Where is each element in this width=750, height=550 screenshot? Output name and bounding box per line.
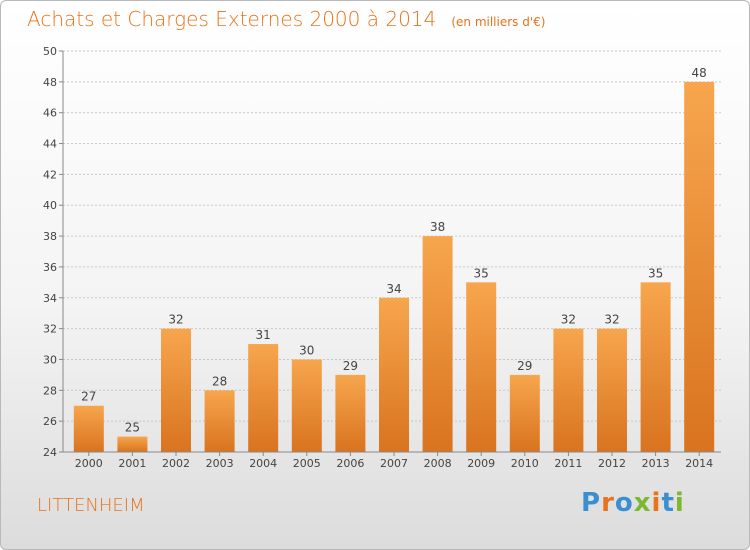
y-tick-label: 30 bbox=[43, 353, 57, 366]
logo-letter: P bbox=[581, 488, 602, 518]
bar-2013 bbox=[640, 282, 671, 452]
logo-letter: i bbox=[651, 488, 662, 518]
data-label-2000: 27 bbox=[81, 390, 96, 404]
x-tick-label: 2003 bbox=[206, 457, 234, 470]
logo-letter: t bbox=[661, 488, 675, 518]
data-label-2003: 28 bbox=[212, 374, 227, 388]
data-label-2009: 35 bbox=[474, 266, 489, 280]
data-label-2011: 32 bbox=[561, 313, 576, 327]
x-tick-label: 2006 bbox=[336, 457, 364, 470]
x-tick-label: 2011 bbox=[554, 457, 582, 470]
bar-2011 bbox=[553, 328, 584, 452]
x-tick-label: 2002 bbox=[162, 457, 190, 470]
y-tick-label: 44 bbox=[43, 138, 57, 151]
x-tick-label: 2009 bbox=[467, 457, 495, 470]
bars bbox=[73, 81, 715, 452]
bar-2009 bbox=[466, 282, 497, 452]
bar-2010 bbox=[509, 374, 540, 452]
logo-letter: o bbox=[614, 488, 634, 518]
logo-letter: x bbox=[633, 488, 652, 518]
bar-2006 bbox=[335, 374, 366, 452]
x-tick-label: 2000 bbox=[75, 457, 103, 470]
commune-name: LITTENHEIM bbox=[37, 495, 145, 516]
y-tick-label: 40 bbox=[43, 199, 57, 212]
x-tick-label: 2014 bbox=[685, 457, 713, 470]
y-tick-label: 32 bbox=[43, 323, 57, 336]
y-tick-label: 24 bbox=[43, 446, 57, 459]
chart-title: Achats et Charges Externes 2000 à 2014 bbox=[27, 7, 437, 31]
y-tick-label: 26 bbox=[43, 415, 57, 428]
data-label-2012: 32 bbox=[604, 313, 619, 327]
data-label-2013: 35 bbox=[648, 266, 663, 280]
bar-2002 bbox=[161, 328, 191, 452]
x-tick-label: 2007 bbox=[380, 457, 408, 470]
bar-2007 bbox=[379, 297, 409, 452]
bar-2001 bbox=[117, 436, 148, 452]
bar-2000 bbox=[73, 405, 104, 452]
bar-2003 bbox=[204, 390, 235, 452]
title-row: Achats et Charges Externes 2000 à 2014 (… bbox=[27, 7, 545, 31]
logo-letter: r bbox=[601, 488, 615, 518]
axes: 24 26 28 30 32 34 36 38 40 42 44 46 48 50 2000 2001 2002… bbox=[43, 45, 721, 470]
proxiti-logo: Proxiti bbox=[581, 488, 685, 518]
y-tick-label: 36 bbox=[43, 261, 57, 274]
data-label-2001: 25 bbox=[125, 421, 140, 435]
y-tick-label: 34 bbox=[43, 292, 57, 305]
x-tick-label: 2005 bbox=[293, 457, 321, 470]
bar-2008 bbox=[422, 236, 453, 452]
x-tick-label: 2012 bbox=[598, 457, 626, 470]
data-label-2005: 30 bbox=[299, 343, 314, 357]
x-tick-label: 2004 bbox=[249, 457, 277, 470]
y-tick-label: 38 bbox=[43, 230, 57, 243]
x-tick-label: 2008 bbox=[424, 457, 452, 470]
y-tick-label: 28 bbox=[43, 384, 57, 397]
bar-2014 bbox=[684, 81, 715, 452]
y-tick-label: 46 bbox=[43, 107, 57, 120]
data-label-2010: 29 bbox=[517, 359, 532, 373]
data-label-2006: 29 bbox=[343, 359, 358, 373]
logo-letter: i bbox=[674, 488, 685, 518]
bar-2012 bbox=[597, 328, 627, 452]
data-labels: 27 25 32 28 31 30 29 34 38 35 29 32 32 35 48 bbox=[81, 66, 707, 435]
x-tick-label: 2010 bbox=[511, 457, 539, 470]
data-label-2007: 34 bbox=[386, 282, 401, 296]
chart-subtitle: (en milliers d'€) bbox=[451, 15, 546, 29]
data-label-2014: 48 bbox=[692, 66, 707, 80]
bar-2004 bbox=[248, 344, 279, 452]
data-label-2008: 38 bbox=[430, 220, 445, 234]
data-label-2004: 31 bbox=[256, 328, 271, 342]
y-tick-label: 42 bbox=[43, 168, 57, 181]
data-label-2002: 32 bbox=[168, 313, 183, 327]
y-tick-label: 48 bbox=[43, 76, 57, 89]
y-tick-label: 50 bbox=[43, 45, 57, 58]
x-tick-label: 2001 bbox=[118, 457, 146, 470]
x-tick-label: 2013 bbox=[642, 457, 670, 470]
bar-2005 bbox=[291, 359, 322, 452]
